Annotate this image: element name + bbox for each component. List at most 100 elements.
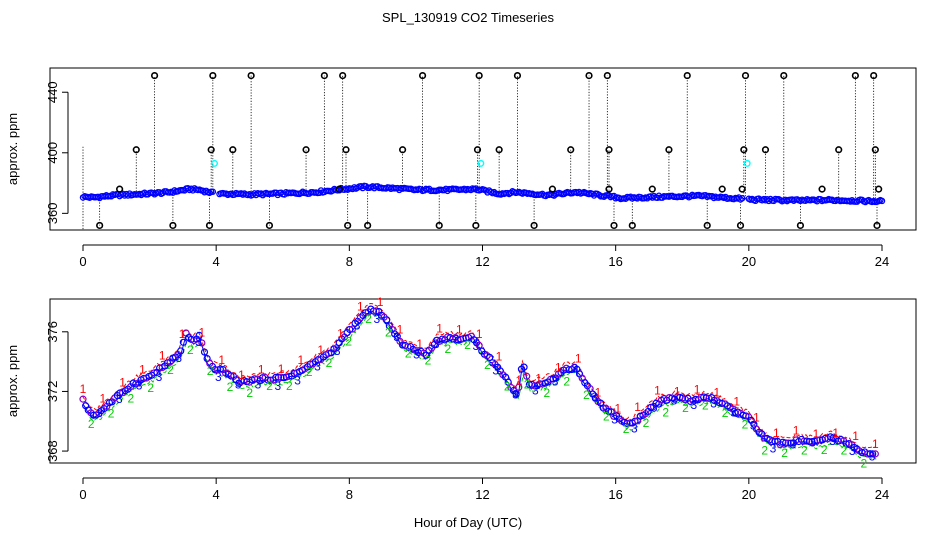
series-1-marker: 1 — [377, 295, 384, 309]
series-3-marker: 3 — [156, 370, 163, 384]
series-2-marker: 2 — [484, 358, 491, 372]
outlier-point — [585, 71, 593, 80]
series-point — [871, 450, 879, 458]
series-2-marker: 2 — [563, 375, 570, 389]
outlier-point — [628, 221, 636, 230]
series-3-marker: 3 — [453, 332, 460, 346]
bottom-y-tick-label: 372 — [45, 381, 60, 403]
top-x-tick-label: 4 — [213, 254, 220, 269]
series-point — [520, 363, 528, 371]
top-y-axis-label: approx. ppm — [5, 113, 20, 185]
series-1-marker: 1 — [714, 385, 721, 399]
series-point — [515, 383, 523, 391]
series-2-marker: 2 — [504, 379, 511, 393]
series-3-marker: 3 — [195, 335, 202, 349]
series-2-marker: 2 — [761, 444, 768, 458]
series-point — [536, 380, 544, 388]
series-1-marker: 1 — [278, 362, 285, 376]
outlier-point — [132, 146, 140, 154]
outlier-point — [320, 71, 328, 80]
series-3-marker: 3 — [572, 361, 579, 375]
series-3-marker: 3 — [294, 373, 301, 387]
series-point — [512, 390, 520, 398]
series-1-marker: 1 — [753, 411, 760, 425]
series-3-marker: 3 — [334, 344, 341, 358]
series-point — [599, 404, 607, 412]
series-3-marker: 3 — [809, 435, 816, 449]
series-3-marker: 3 — [611, 413, 618, 427]
series-1-marker: 1 — [575, 352, 582, 366]
bottom-y-axis-label: approx. ppm — [5, 345, 20, 417]
series-3-marker: 3 — [255, 378, 262, 392]
series-1-marker: 1 — [773, 426, 780, 440]
outlier-point — [738, 185, 746, 193]
flagged-point — [211, 159, 219, 167]
outlier-point — [339, 71, 347, 80]
series-point — [604, 407, 613, 416]
series-2-marker: 2 — [682, 401, 689, 415]
bottom-x-tick-label: 12 — [475, 487, 489, 502]
series-3-marker: 3 — [413, 347, 420, 361]
series-point — [805, 437, 813, 446]
series-1-marker: 1 — [476, 327, 483, 341]
series-3-marker: 3 — [492, 363, 499, 377]
outlier-point — [530, 221, 538, 230]
outlier-point — [851, 71, 859, 80]
series-3-marker: 3 — [116, 392, 123, 406]
series-1-marker: 1 — [555, 360, 562, 374]
top-x-tick-label: 12 — [475, 254, 489, 269]
outlier-point — [870, 71, 878, 80]
series-point — [348, 325, 356, 333]
series-2-marker: 2 — [464, 338, 471, 352]
series-2-marker: 2 — [603, 410, 610, 424]
flagged-point — [743, 159, 751, 167]
series-1-marker: 1 — [159, 349, 166, 363]
flagged-point — [477, 159, 485, 167]
series-1-marker: 1 — [654, 384, 661, 398]
outlier-point — [796, 221, 805, 230]
outlier-point — [364, 221, 372, 230]
series-point — [79, 395, 87, 403]
outlier-point — [703, 221, 711, 230]
outlier-point — [150, 71, 159, 80]
raw-data-point — [209, 188, 217, 195]
series-point — [781, 439, 790, 447]
bottom-y-axis: 368 372 376 — [45, 321, 69, 462]
series-2-marker: 2 — [167, 363, 174, 377]
series-2-marker: 2 — [385, 325, 392, 339]
series-1-marker: 1 — [416, 337, 423, 351]
series-3-marker: 3 — [473, 339, 480, 353]
series-3-marker: 3 — [314, 360, 321, 374]
outlier-point — [472, 221, 480, 230]
series-2-marker: 2 — [365, 312, 372, 326]
outlier-point — [116, 185, 124, 193]
series-1-marker: 1 — [535, 371, 542, 385]
series-point — [211, 366, 219, 374]
series-point — [768, 437, 776, 446]
series-2-marker: 2 — [583, 388, 590, 402]
outlier-point — [818, 185, 826, 193]
top-x-tick-label: 0 — [79, 254, 86, 269]
series-point — [179, 338, 187, 346]
top-y-tick-label: 360 — [45, 202, 60, 224]
outlier-point — [873, 221, 881, 230]
series-3-marker: 3 — [96, 406, 103, 420]
series-point — [285, 372, 293, 380]
series-1-marker: 1 — [456, 322, 463, 336]
series-point — [866, 450, 874, 458]
series-2-marker: 2 — [544, 386, 551, 400]
bottom-x-tick-label: 0 — [79, 487, 86, 502]
bottom-plot-frame — [49, 298, 917, 464]
series-1-marker: 1 — [872, 437, 879, 451]
outlier-point — [96, 221, 104, 230]
series-point — [198, 339, 206, 347]
series-2-marker: 2 — [147, 381, 154, 395]
top-y-tick-label: 440 — [45, 81, 60, 103]
series-3-marker: 3 — [789, 438, 796, 452]
outlier-point — [718, 185, 726, 193]
outlier-point — [399, 146, 407, 154]
series-point — [803, 437, 811, 445]
series-3-marker: 3 — [433, 337, 440, 351]
series-1-marker: 1 — [218, 353, 225, 367]
outlier-point — [741, 71, 750, 80]
